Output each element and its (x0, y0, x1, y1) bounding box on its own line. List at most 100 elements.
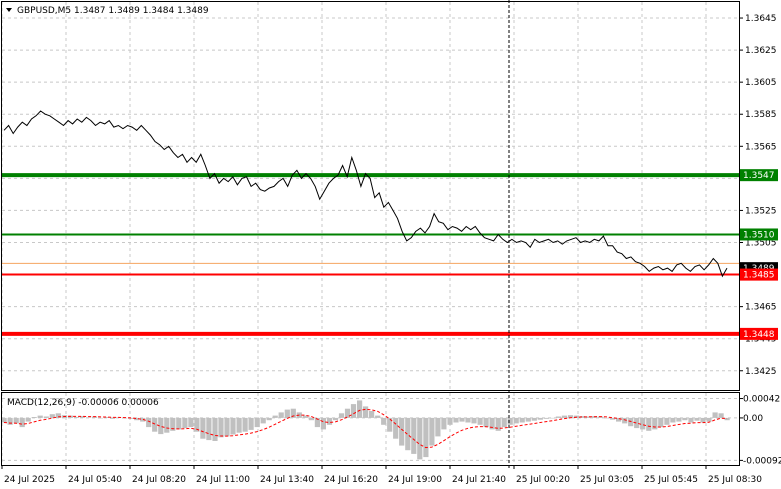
macd-histogram-bar (308, 417, 314, 421)
level-price-label: 1.3510 (743, 230, 775, 240)
macd-histogram-bar (381, 417, 387, 425)
macd-histogram-bar (405, 417, 411, 451)
macd-histogram-bar (19, 417, 25, 428)
macd-histogram-bar (549, 417, 555, 419)
macd-histogram-bar (411, 417, 417, 454)
macd-axis: 0.00042 0.00 -0.00092 (739, 395, 781, 466)
macd-histogram-bar (302, 415, 308, 418)
macd-histogram-bar (344, 408, 351, 418)
price-tick-label: 1.3505 (745, 238, 777, 248)
price-tick-label: 1.3565 (745, 142, 777, 152)
level-price-box (740, 268, 778, 281)
macd-histogram-bar (616, 417, 622, 422)
macd-histogram-bar (543, 417, 549, 419)
macd-histogram-bar (357, 400, 363, 418)
macd-signal-line (3, 408, 728, 449)
time-tick-label: 24 Jul 13:40 (260, 475, 314, 485)
macd-histogram-bar (290, 408, 296, 418)
price-tick-label: 1.3465 (745, 303, 777, 313)
macd-histogram-bar (338, 413, 345, 418)
time-tick-label: 25 Jul 03:05 (580, 475, 634, 485)
macd-histogram-bar (670, 417, 676, 423)
time-tick-label: 24 Jul 11:00 (196, 475, 250, 485)
macd-panel (1, 400, 730, 460)
macd-histogram-bar (664, 417, 670, 425)
macd-histogram-bar (375, 415, 381, 418)
macd-histogram-bar (525, 417, 531, 422)
macd-histogram-bar (320, 417, 326, 430)
macd-histogram-bar (513, 417, 519, 424)
macd-histogram-bar (712, 412, 718, 418)
macd-histogram-bar (561, 415, 567, 418)
macd-histogram-bar (326, 417, 333, 425)
macd-histogram-bar (453, 417, 459, 423)
macd-histogram-bar (579, 416, 586, 418)
time-tick-label: 24 Jul 2025 (4, 475, 55, 485)
macd-histogram-bar (164, 417, 170, 433)
price-tick-label: 1.3625 (745, 46, 777, 56)
macd-histogram-bar (501, 417, 507, 428)
dropdown-triangle-icon[interactable] (6, 8, 12, 12)
macd-histogram-bar (471, 417, 477, 424)
macd-histogram-bar (194, 417, 200, 432)
macd-histogram-bar (585, 416, 592, 418)
macd-histogram-bar (230, 417, 236, 435)
price-tick-label: 1.3525 (745, 206, 777, 216)
macd-histogram-bar (49, 414, 55, 418)
macd-histogram-bar (483, 417, 489, 428)
macd-histogram-bar (91, 416, 98, 418)
time-tick-label: 24 Jul 05:40 (68, 475, 122, 485)
macd-histogram-bar (489, 417, 495, 430)
macd-histogram-bar (507, 417, 513, 425)
macd-tick-label: 0.00 (743, 414, 763, 424)
price-line (3, 110, 728, 278)
time-tick-label: 24 Jul 16:20 (324, 475, 378, 485)
macd-histogram-bar (152, 417, 158, 432)
macd-histogram-bar (537, 417, 543, 420)
level-price-label: 1.3448 (743, 330, 775, 340)
macd-histogram-bar (140, 417, 146, 422)
level-price-box (740, 169, 778, 182)
macd-histogram-bar (110, 417, 116, 419)
macd-histogram-bar (242, 417, 248, 432)
macd-histogram-bar (31, 417, 37, 418)
macd-histogram-bar (622, 417, 628, 424)
macd-histogram-bar (176, 417, 182, 430)
macd-histogram-bar (604, 417, 610, 419)
time-tick-label: 25 Jul 00:20 (516, 475, 570, 485)
macd-histogram-bar (688, 417, 694, 423)
macd-histogram-bar (188, 417, 194, 428)
macd-histogram-bar (495, 417, 501, 431)
price-tick-label: 1.3605 (745, 78, 777, 88)
macd-histogram-bar (423, 417, 429, 458)
price-tick-label: 1.3425 (745, 367, 777, 377)
macd-histogram-bar (272, 415, 278, 418)
macd-histogram-bar (646, 417, 652, 431)
macd-histogram-bar (254, 417, 260, 428)
macd-histogram-bar (200, 417, 206, 439)
macd-histogram-bar (429, 417, 435, 446)
macd-histogram-bar (224, 417, 230, 437)
level-price-label: 1.3547 (743, 171, 775, 181)
time-tick-label: 24 Jul 21:40 (452, 475, 506, 485)
macd-histogram-bar (706, 417, 712, 422)
macd-histogram-bar (567, 415, 574, 418)
time-tick-label: 24 Jul 19:00 (388, 475, 442, 485)
price-tick-label: 1.3585 (745, 110, 777, 120)
macd-histogram-bar (694, 417, 700, 421)
support-resistance-levels (2, 173, 739, 336)
macd-histogram-bar (212, 417, 218, 441)
macd-histogram-bar (236, 417, 242, 433)
symbol-header: GBPUSD,M5 1.3487 1.3489 1.3484 1.3489 (17, 6, 209, 16)
macd-histogram-bar (350, 404, 357, 418)
macd-histogram-bar (447, 417, 453, 425)
macd-histogram-bar (417, 417, 423, 460)
macd-histogram-bar (55, 413, 61, 418)
macd-histogram-bar (158, 417, 164, 435)
macd-histogram-bar (634, 417, 640, 429)
macd-histogram-bar (724, 417, 730, 421)
macd-histogram-bar (182, 417, 188, 429)
main-chart-frame (1, 1, 740, 391)
macd-histogram-bar (465, 417, 471, 423)
